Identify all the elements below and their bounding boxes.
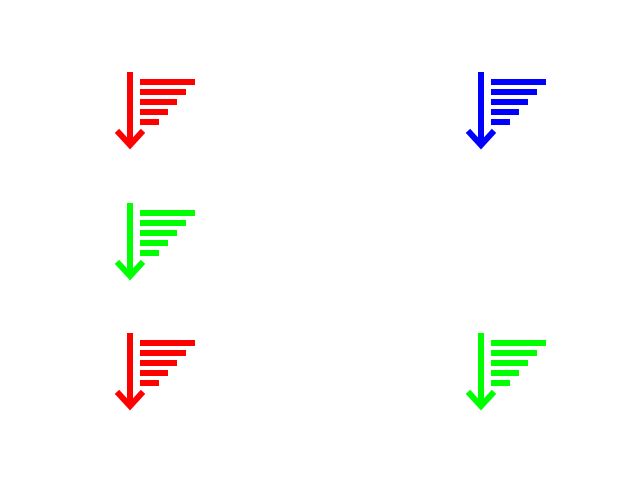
sort-bar bbox=[491, 360, 528, 366]
sort-bar bbox=[140, 370, 168, 376]
sort-descending-graphic bbox=[465, 72, 546, 150]
sort-bar bbox=[140, 220, 186, 226]
sort-bar bbox=[140, 99, 177, 105]
sort-descending-icon bbox=[465, 68, 549, 152]
sort-bar bbox=[491, 89, 537, 95]
sort-descending-graphic bbox=[465, 333, 546, 411]
sort-bar bbox=[140, 79, 195, 85]
sort-bar bbox=[491, 99, 528, 105]
sort-bar bbox=[491, 340, 546, 346]
sort-descending-icon bbox=[114, 68, 198, 152]
sort-bar bbox=[140, 109, 168, 115]
sort-bar bbox=[491, 380, 510, 386]
sort-bar bbox=[140, 350, 186, 356]
arrow-head bbox=[465, 389, 497, 411]
sort-bar bbox=[491, 370, 519, 376]
sort-descending-icon bbox=[114, 199, 198, 283]
sort-bar bbox=[140, 230, 177, 236]
sort-bar bbox=[140, 250, 159, 256]
sort-bar bbox=[140, 119, 159, 125]
sort-descending-graphic bbox=[114, 333, 195, 411]
sort-descending-icon bbox=[465, 329, 549, 413]
sort-bar bbox=[140, 210, 195, 216]
sort-bar bbox=[140, 340, 195, 346]
sort-descending-icon bbox=[114, 329, 198, 413]
sort-bar bbox=[140, 380, 159, 386]
sort-descending-graphic bbox=[114, 203, 195, 281]
arrow-head bbox=[114, 128, 146, 150]
sort-descending-graphic bbox=[114, 72, 195, 150]
arrow-head bbox=[114, 259, 146, 281]
sort-bar bbox=[491, 109, 519, 115]
arrow-head bbox=[114, 389, 146, 411]
sort-bar bbox=[140, 89, 186, 95]
sort-bar bbox=[491, 79, 546, 85]
sort-bar bbox=[491, 350, 537, 356]
sort-bar bbox=[491, 119, 510, 125]
arrow-head bbox=[465, 128, 497, 150]
sort-bar bbox=[140, 240, 168, 246]
sort-bar bbox=[140, 360, 177, 366]
